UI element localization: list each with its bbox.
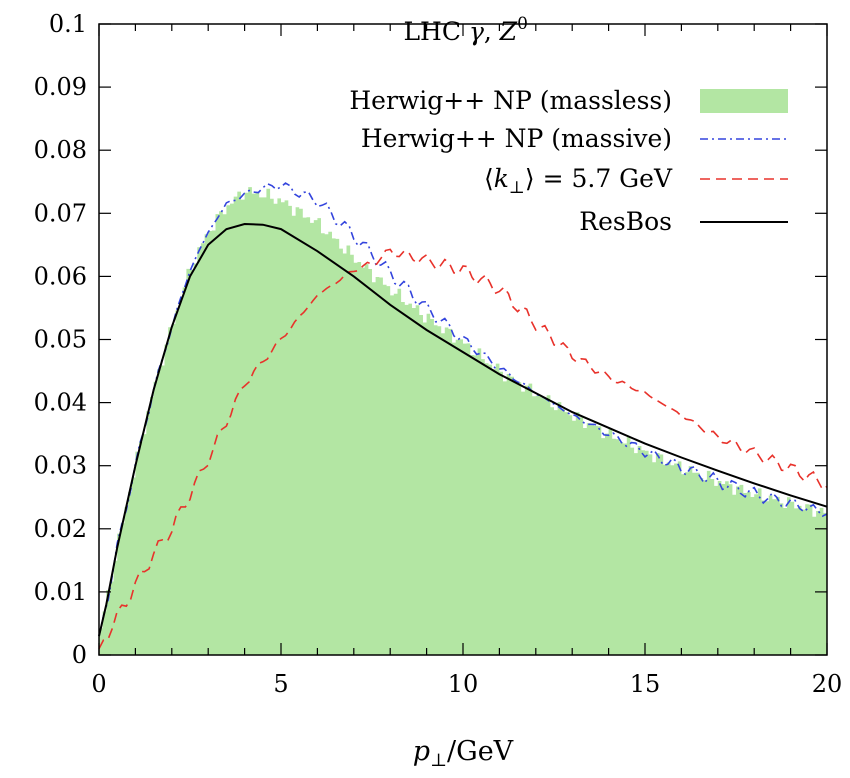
x-axis-title-unit: /GeV	[447, 736, 514, 767]
y-tick-label: 0.06	[34, 262, 87, 290]
x-axis-title: p⊥/GeV	[413, 736, 514, 771]
legend-label: ResBos	[579, 207, 672, 236]
legend-label: Herwig++ NP (massive)	[361, 124, 672, 153]
y-tick-label: 0.02	[34, 515, 87, 543]
y-tick-label: 0	[72, 641, 87, 669]
x-tick-label: 10	[448, 670, 479, 698]
legend-item-massive: Herwig++ NP (massive)	[361, 124, 788, 153]
legend-item-kperp: ⟨k⊥⟩ = 5.7 GeV	[484, 164, 788, 198]
x-axis-title-sub: ⊥	[430, 750, 447, 771]
title-z-sup: 0	[517, 14, 528, 34]
x-tick-label: 5	[273, 670, 288, 698]
title-z: Z	[499, 17, 518, 46]
x-tick-label: 20	[812, 670, 843, 698]
legend-swatch	[700, 89, 788, 113]
y-tick-label: 0.1	[49, 10, 87, 38]
series-massless-layer	[99, 187, 827, 655]
x-tick-label: 0	[91, 670, 106, 698]
legend-item-massless: Herwig++ NP (massless)	[349, 86, 788, 115]
svg-text:LHC γ, Z0: LHC γ, Z0	[403, 14, 528, 46]
ticks-layer	[98, 23, 828, 656]
x-axis-title-p: p	[413, 736, 430, 767]
title-gamma: γ	[469, 17, 484, 46]
y-tick-label: 0.09	[34, 73, 87, 101]
title-base: LHC	[403, 17, 468, 46]
series-massive-line	[98, 182, 828, 637]
chart-title: LHC γ, Z0	[403, 14, 528, 46]
x-tick-label: 15	[630, 670, 661, 698]
y-tick-label: 0.04	[34, 389, 87, 417]
legend-label: ⟨k⊥⟩ = 5.7 GeV	[484, 164, 673, 198]
series-resbos-line	[98, 222, 828, 637]
legend-label: Herwig++ NP (massless)	[349, 86, 672, 115]
y-tick-label: 0.03	[34, 452, 87, 480]
title-sep: ,	[484, 17, 500, 46]
y-tick-label: 0.07	[34, 199, 87, 227]
y-tick-label: 0.01	[34, 578, 87, 606]
legend: Herwig++ NP (massless) Herwig++ NP (massi…	[349, 86, 788, 236]
series-kperp-line	[98, 248, 828, 650]
series-lines-layer	[98, 182, 828, 650]
y-tick-label: 0.08	[34, 136, 87, 164]
legend-item-resbos: ResBos	[579, 207, 788, 236]
tick-labels-layer: 0 5 10 15 20 0 0.01 0.02 0.03 0.04 0.05 0.06 0.07 0.0…	[34, 10, 843, 698]
series-massless-area	[99, 187, 827, 655]
y-tick-label: 0.05	[34, 326, 87, 354]
